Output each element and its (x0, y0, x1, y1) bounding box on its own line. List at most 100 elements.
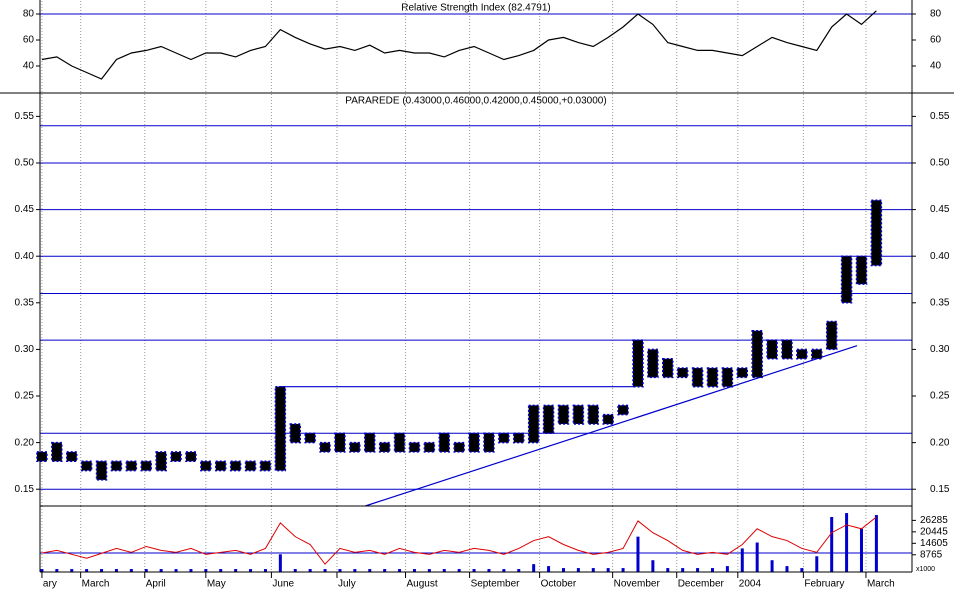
volume-bar (159, 569, 163, 572)
volume-bar (532, 564, 536, 572)
price-bar (51, 441, 63, 463)
volume-bar (874, 515, 878, 572)
oscillator-line (41, 516, 877, 565)
volume-bar (278, 554, 282, 572)
volume-bar (442, 569, 446, 572)
volume-bar (681, 568, 685, 572)
x-tick-label: December (678, 579, 725, 589)
y-tick-label: 0.30 (930, 344, 950, 355)
y-tick-label: 0.55 (15, 111, 35, 122)
price-bar (647, 348, 659, 379)
x-tick-label: June (272, 579, 294, 589)
price-bar (825, 320, 838, 351)
price-bar (870, 199, 883, 267)
price-bar (214, 460, 227, 472)
volume-bar (845, 513, 849, 572)
volume-bar (591, 568, 595, 572)
price-bar (185, 451, 197, 463)
price-bar (80, 460, 93, 472)
x-tick-label: April (146, 579, 166, 589)
trend-line (365, 345, 858, 507)
price-bar (602, 413, 614, 425)
y-tick-label: 0.50 (15, 158, 35, 169)
x-tick-label: September (471, 579, 521, 589)
y-tick-label: 0.35 (15, 297, 35, 308)
price-bar (557, 404, 570, 425)
y-tick-label: 0.40 (930, 251, 950, 262)
volume-bar (710, 568, 714, 572)
price-bar (736, 367, 749, 379)
volume-bar (40, 569, 44, 572)
y-tick-label: 0.30 (15, 344, 35, 355)
volume-bar (189, 569, 193, 572)
volume-bar (129, 569, 133, 572)
y-tick-label: 26285 (920, 515, 948, 526)
price-bar (781, 339, 793, 360)
y-tick-label: 0.45 (930, 204, 950, 215)
volume-bar (427, 569, 431, 572)
volume-bar (308, 569, 312, 572)
volume-bar (70, 569, 74, 572)
volume-bar (606, 568, 610, 572)
price-bar (796, 348, 808, 360)
price-bar (840, 255, 853, 304)
y-tick-label: 0.15 (930, 484, 950, 495)
price-bar (393, 432, 406, 453)
volume-bar (204, 569, 208, 572)
x-tick-label: August (407, 579, 438, 589)
price-bar (691, 367, 704, 388)
volume-bar (85, 569, 89, 572)
price-title: PARAREDE (0.43000,0.46000,0.42000,0.4500… (345, 96, 606, 107)
y-tick-label: 0.35 (930, 297, 950, 308)
price-bar (676, 367, 689, 379)
price-bar (468, 432, 480, 453)
y-tick-label: 0.55 (930, 111, 950, 122)
price-bar (334, 432, 346, 453)
price-bar (319, 441, 331, 453)
price-bar (527, 404, 540, 444)
price-bar (65, 451, 78, 463)
y-tick-label: 0.20 (930, 437, 950, 448)
price-bar (587, 404, 600, 425)
volume-bar (740, 548, 744, 572)
price-bar (349, 441, 361, 453)
volume-bar (636, 536, 640, 572)
price-bar (170, 451, 182, 463)
y-tick-label: 0.40 (15, 251, 35, 262)
price-bar (572, 404, 585, 425)
x-tick-label: 2004 (739, 579, 762, 589)
volume-bar (263, 569, 267, 572)
price-bar (140, 460, 152, 472)
price-bar (125, 460, 138, 472)
volume-bar (517, 569, 521, 572)
price-bar (36, 451, 48, 463)
y-tick-label: 40 (930, 61, 942, 72)
volume-bar (174, 569, 178, 572)
volume-bar (249, 569, 253, 572)
price-bar (617, 404, 629, 416)
y-tick-label: 0.15 (15, 484, 35, 495)
price-bar (259, 460, 272, 472)
volume-bar (576, 568, 580, 572)
price-bar (662, 357, 674, 379)
price-bar (453, 441, 465, 453)
y-tick-label: 40 (23, 61, 35, 72)
price-bar (513, 432, 525, 444)
price-bar (364, 432, 376, 453)
volume-bar (561, 568, 565, 572)
x-tick-label: November (614, 579, 661, 589)
volume-bar (755, 542, 759, 572)
x-tick-label: May (207, 579, 226, 589)
price-bar (229, 460, 242, 472)
volume-bar (472, 569, 476, 572)
y-tick-label: 0.50 (930, 158, 950, 169)
price-bar (95, 460, 108, 481)
volume-bar (338, 569, 342, 572)
price-bar (483, 432, 495, 453)
y-tick-label: 60 (930, 35, 942, 46)
price-bar (378, 441, 391, 453)
volume-bar (621, 568, 625, 572)
volume-bar (383, 569, 387, 572)
